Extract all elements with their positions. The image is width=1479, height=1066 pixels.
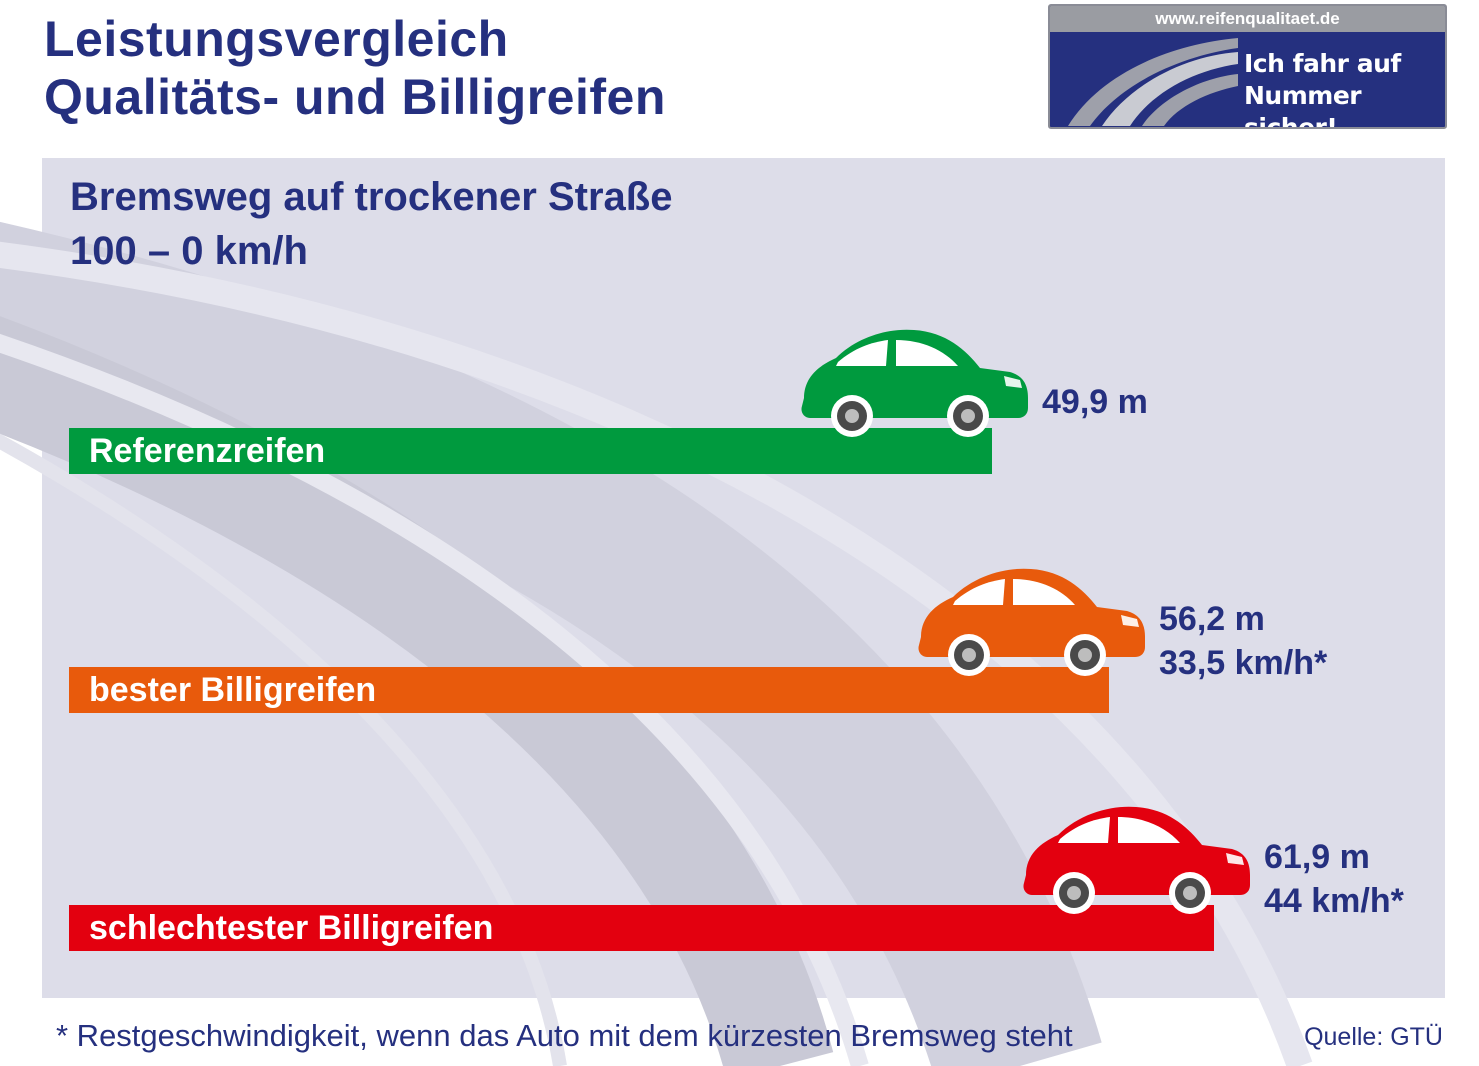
subtitle-line-1: Bremsweg auf trockener Straße [70, 175, 673, 219]
road-logo-icon [1068, 38, 1238, 126]
logo-slogan-line-2: Nummer sicher! [1244, 81, 1362, 129]
logo-slogan-line-1: Ich fahr auf [1244, 49, 1401, 78]
value-label: 61,9 m 44 km/h* [1264, 835, 1404, 923]
subtitle-line-2: 100 – 0 km/h [70, 229, 308, 273]
source-label: Quelle: GTÜ [1304, 1023, 1443, 1051]
title-line-2: Qualitäts- und Billigreifen [44, 69, 666, 125]
car-icon [798, 328, 1030, 443]
distance-label: 49,9 m [1042, 383, 1148, 421]
bar-category-label: schlechtester Billigreifen [89, 909, 494, 947]
value-label: 56,2 m 33,5 km/h* [1159, 597, 1327, 685]
bar: Referenzreifen [69, 428, 992, 474]
residual-speed-label: 33,5 km/h* [1159, 644, 1328, 682]
bar-category-label: bester Billigreifen [89, 671, 377, 709]
distance-label: 61,9 m [1264, 838, 1370, 876]
distance-label: 56,2 m [1159, 600, 1265, 638]
car-icon [1020, 805, 1252, 920]
brand-logo: www.reifenqualitaet.de Ich fahr auf Numm… [1048, 4, 1447, 129]
bar: schlechtester Billigreifen [69, 905, 1214, 951]
logo-slogan: Ich fahr auf Nummer sicher! [1244, 48, 1445, 129]
bar: bester Billigreifen [69, 667, 1109, 713]
residual-speed-label: 44 km/h* [1264, 882, 1404, 920]
title-line-1: Leistungsvergleich [44, 11, 509, 67]
car-icon [915, 567, 1147, 682]
footnote: * Restgeschwindigkeit, wenn das Auto mit… [56, 1018, 1073, 1053]
value-label: 49,9 m [1042, 380, 1148, 424]
chart-subtitle: Bremsweg auf trockener Straße 100 – 0 km… [70, 170, 672, 278]
chart-title: Leistungsvergleich Qualitäts- und Billig… [44, 10, 666, 126]
logo-url: www.reifenqualitaet.de [1050, 6, 1445, 32]
bar-category-label: Referenzreifen [89, 432, 326, 470]
